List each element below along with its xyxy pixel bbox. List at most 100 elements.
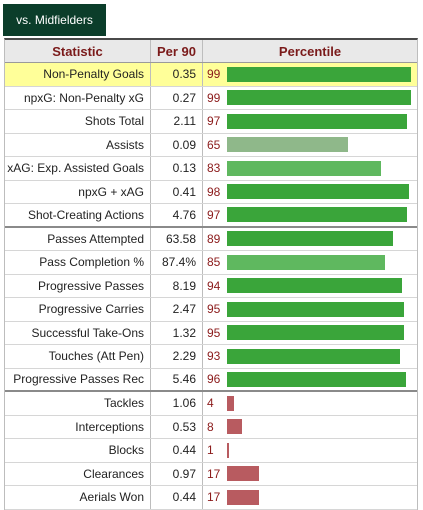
percentile-bar-track	[227, 184, 413, 200]
per90-value: 0.44	[151, 439, 203, 462]
percentile-value: 98	[207, 184, 221, 199]
per90-value: 0.13	[151, 157, 203, 180]
percentile-cell: 99	[203, 87, 417, 110]
percentile-value: 95	[207, 325, 221, 340]
table-row: xAG: Exp. Assisted Goals 0.13 83	[5, 157, 417, 181]
percentile-cell: 17	[203, 486, 417, 509]
table-header: Statistic Per 90 Percentile	[5, 40, 417, 63]
per90-value: 2.11	[151, 110, 203, 133]
stat-name: Progressive Carries	[5, 298, 151, 321]
stat-name: Blocks	[5, 439, 151, 462]
stat-name: Progressive Passes Rec	[5, 368, 151, 390]
percentile-bar-track	[227, 466, 413, 482]
percentile-bar-track	[227, 419, 413, 435]
percentile-cell: 1	[203, 439, 417, 462]
table-row: Passes Attempted 63.58 89	[5, 227, 417, 251]
percentile-bar	[227, 395, 235, 411]
percentile-bar	[227, 419, 242, 435]
percentile-bar-track	[227, 66, 413, 82]
percentile-value: 83	[207, 161, 221, 176]
percentile-value: 1	[207, 443, 214, 458]
percentile-value: 95	[207, 302, 221, 317]
per90-value: 63.58	[151, 227, 203, 250]
percentile-cell: 99	[203, 63, 417, 86]
percentile-bar	[227, 466, 259, 482]
percentile-table: Statistic Per 90 Percentile Non-Penalty …	[4, 38, 418, 510]
percentile-bar-track	[227, 371, 413, 387]
percentile-bar	[227, 184, 410, 200]
percentile-bar	[227, 278, 402, 294]
stat-name: Aerials Won	[5, 486, 151, 509]
stat-name: Shot-Creating Actions	[5, 204, 151, 226]
header-percentile[interactable]: Percentile	[278, 43, 342, 59]
percentile-bar-track	[227, 442, 413, 458]
per90-value: 8.19	[151, 274, 203, 297]
table-row: Assists 0.09 65	[5, 133, 417, 157]
percentile-bar	[227, 371, 406, 387]
table-row: Progressive Passes Rec 5.46 96	[5, 368, 417, 392]
table-row: Progressive Passes 8.19 94	[5, 274, 417, 298]
percentile-cell: 97	[203, 204, 417, 226]
per90-value: 0.44	[151, 486, 203, 509]
percentile-bar	[227, 325, 404, 341]
tab-vs-midfielders[interactable]: vs. Midfielders	[3, 4, 106, 38]
percentile-bar-track	[227, 395, 413, 411]
percentile-value: 97	[207, 207, 221, 222]
stat-name: Touches (Att Pen)	[5, 345, 151, 368]
stat-name: Clearances	[5, 462, 151, 485]
percentile-value: 8	[207, 419, 214, 434]
stat-name: npxG + xAG	[5, 180, 151, 203]
percentile-cell: 93	[203, 345, 417, 368]
header-statistic[interactable]: Statistic	[5, 40, 151, 62]
stat-name: Pass Completion %	[5, 251, 151, 274]
percentile-cell: 65	[203, 134, 417, 157]
percentile-cell: 95	[203, 322, 417, 345]
stat-name: Progressive Passes	[5, 274, 151, 297]
per90-value: 4.76	[151, 204, 203, 226]
table-row: npxG: Non-Penalty xG 0.27 99	[5, 86, 417, 110]
per90-value: 0.09	[151, 133, 203, 156]
percentile-cell: 98	[203, 181, 417, 204]
per90-value: 1.32	[151, 321, 203, 344]
stat-name: Assists	[5, 133, 151, 156]
percentile-bar	[227, 254, 386, 270]
percentile-cell: 95	[203, 298, 417, 321]
per90-value: 0.27	[151, 86, 203, 109]
percentile-cell: 97	[203, 110, 417, 133]
percentile-bar-track	[227, 90, 413, 106]
percentile-value: 85	[207, 255, 221, 270]
stat-name: Interceptions	[5, 415, 151, 438]
stat-name: Non-Penalty Goals	[5, 63, 151, 86]
percentile-value: 65	[207, 137, 221, 152]
stat-name: npxG: Non-Penalty xG	[5, 86, 151, 109]
per90-value: 0.97	[151, 462, 203, 485]
table-row: Successful Take-Ons 1.32 95	[5, 321, 417, 345]
percentile-bar	[227, 489, 259, 505]
percentile-value: 96	[207, 372, 221, 387]
percentile-cell: 83	[203, 157, 417, 180]
percentile-cell: 89	[203, 228, 417, 251]
table-body: Non-Penalty Goals 0.35 99 npxG: Non-Penalty…	[5, 63, 417, 510]
percentile-bar	[227, 207, 408, 223]
percentile-bar-track	[227, 348, 413, 364]
table-row: Non-Penalty Goals 0.35 99	[5, 63, 417, 87]
per90-value: 5.46	[151, 368, 203, 390]
percentile-cell: 8	[203, 416, 417, 439]
percentile-bar-track	[227, 325, 413, 341]
percentile-bar-track	[227, 207, 413, 223]
per90-value: 2.47	[151, 298, 203, 321]
stat-name: xAG: Exp. Assisted Goals	[5, 157, 151, 180]
per90-value: 2.29	[151, 345, 203, 368]
header-per90[interactable]: Per 90	[151, 40, 203, 62]
percentile-bar	[227, 90, 412, 106]
percentile-bar	[227, 442, 229, 458]
table-row: Blocks 0.44 1	[5, 439, 417, 463]
percentile-bar	[227, 301, 404, 317]
table-row: Interceptions 0.53 8	[5, 415, 417, 439]
table-row: Touches (Att Pen) 2.29 93	[5, 345, 417, 369]
per90-value: 87.4%	[151, 251, 203, 274]
stat-name: Shots Total	[5, 110, 151, 133]
percentile-bar	[227, 231, 393, 247]
stat-name: Passes Attempted	[5, 227, 151, 250]
percentile-value: 97	[207, 114, 221, 129]
